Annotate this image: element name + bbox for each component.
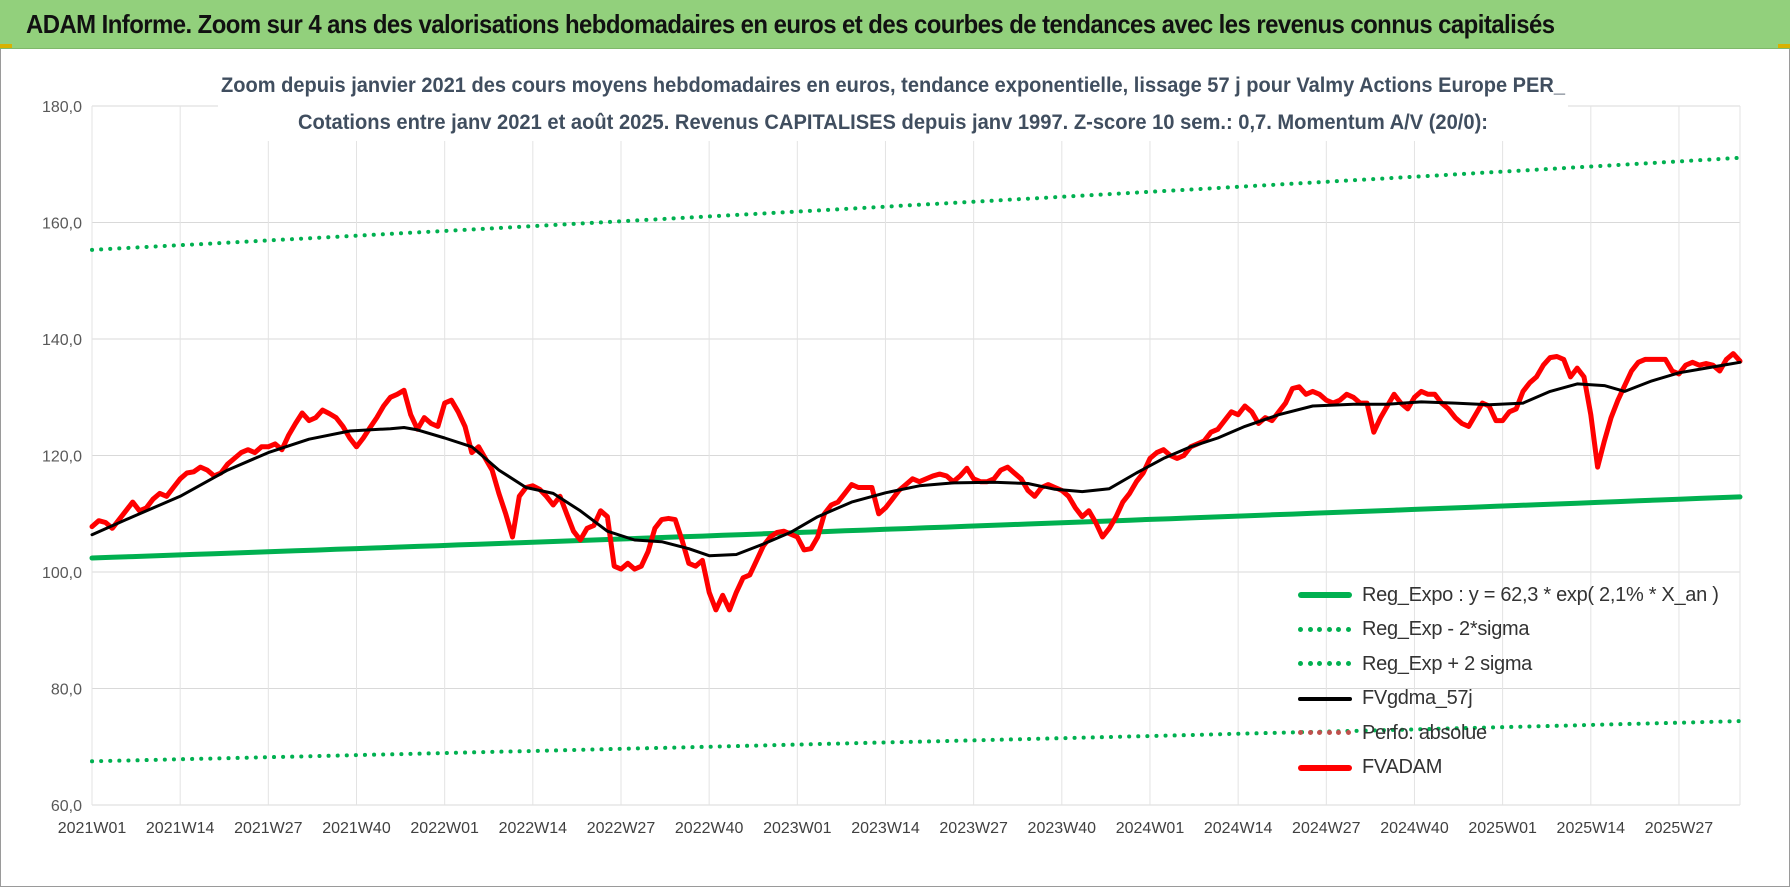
series-line-fvgdma-57j [90,360,1742,558]
y-tick-label: 60,0 [51,798,82,815]
x-tick-label: 2023W40 [1028,820,1097,837]
legend-label: Reg_Exp - 2*sigma [1362,618,1530,641]
banner-corner-mark-right [1778,44,1790,48]
legend-label: Reg_Exp + 2 sigma [1362,652,1532,675]
legend-item: FVgdma_57j [1298,682,1719,717]
legend-label: FVADAM [1362,756,1443,779]
x-tick-label: 2021W14 [146,820,215,837]
legend-swatch [1298,624,1352,636]
y-tick-label: 180,0 [42,99,82,116]
y-tick-label: 140,0 [42,332,82,349]
title-banner: ADAM Informe. Zoom sur 4 ans des valoris… [0,0,1790,49]
y-axis: 60,0 80,0 100,0 120,0 140,0 160,0 180,0 [42,99,82,815]
chart-legend: Reg_Expo : y = 62,3 * exp( 2,1% * X_an )… [1298,578,1719,785]
series-line-reg-exp-2-sigma [90,719,1742,764]
x-tick-label: 2022W27 [587,820,656,837]
x-tick-label: 2025W14 [1557,820,1626,837]
x-tick-label: 2025W01 [1468,820,1537,837]
series-line-fvadam [89,351,1743,613]
legend-swatch [1298,762,1352,774]
x-tick-label: 2025W27 [1645,820,1714,837]
legend-swatch [1298,693,1352,705]
legend-label: Perfo. absolue [1362,721,1487,744]
legend-swatch [1298,727,1352,739]
banner-corner-mark-left [0,44,12,48]
x-tick-label: 2022W40 [675,820,744,837]
series-line-reg-exp-2-sigma [90,155,1742,252]
line-chart: 60,0 80,0 100,0 120,0 140,0 160,0 180,0 2021W0… [42,71,1743,837]
banner-title: ADAM Informe. Zoom sur 4 ans des valoris… [26,9,1555,39]
x-tick-label: 2023W01 [763,820,832,837]
chart-subtitle: Cotations entre janv 2021 et août 2025. … [298,111,1488,134]
y-tick-label: 160,0 [42,216,82,233]
y-tick-label: 120,0 [42,449,82,466]
legend-item: Reg_Expo : y = 62,3 * exp( 2,1% * X_an ) [1298,578,1719,613]
legend-item: Perfo. absolue [1298,716,1719,751]
x-tick-label: 2024W01 [1116,820,1185,837]
x-axis: 2021W01 2021W14 2021W27 2021W40 2022W01 2022W… [58,820,1714,837]
x-tick-label: 2022W01 [410,820,479,837]
legend-swatch [1298,658,1352,670]
legend-swatch [1298,589,1352,601]
legend-item: Reg_Exp - 2*sigma [1298,613,1719,648]
x-tick-label: 2024W40 [1380,820,1449,837]
chart-series [89,155,1743,764]
legend-label: Reg_Expo : y = 62,3 * exp( 2,1% * X_an ) [1362,583,1719,606]
series-line-reg-expo-y-62-3-exp-2-1-x-an [89,494,1743,561]
x-tick-label: 2022W14 [499,820,568,837]
legend-item: FVADAM [1298,751,1719,786]
y-tick-label: 100,0 [42,565,82,582]
x-tick-label: 2021W27 [234,820,303,837]
title-background [218,71,1568,141]
x-tick-label: 2023W14 [851,820,920,837]
legend-item: Reg_Exp + 2 sigma [1298,647,1719,682]
chart-title: Zoom depuis janvier 2021 des cours moyen… [221,74,1565,97]
x-tick-label: 2023W27 [939,820,1008,837]
legend-label: FVgdma_57j [1362,687,1473,710]
y-tick-label: 80,0 [51,682,82,699]
x-tick-label: 2024W14 [1204,820,1273,837]
x-tick-label: 2021W40 [322,820,391,837]
x-tick-label: 2024W27 [1292,820,1361,837]
x-tick-label: 2021W01 [58,820,127,837]
